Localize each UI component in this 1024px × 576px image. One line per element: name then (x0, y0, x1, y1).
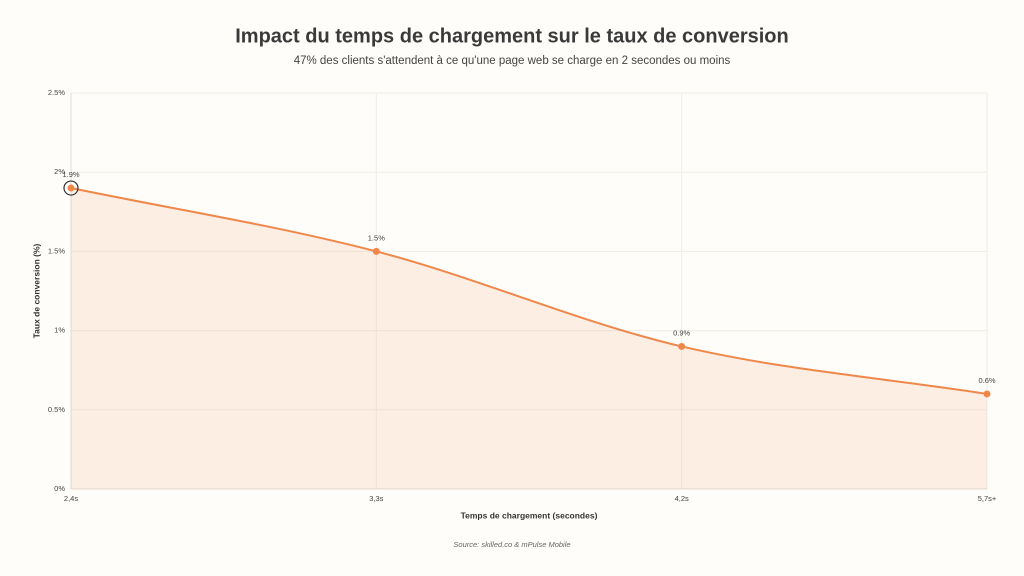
x-tick-label: 4,2s (675, 494, 689, 503)
x-tick-label: 5,7s+ (978, 494, 997, 503)
data-label: 0.6% (978, 376, 995, 385)
area (71, 188, 987, 490)
point (678, 342, 686, 350)
y-tick-label: 2% (54, 167, 65, 176)
y-tick-label: 1% (54, 326, 65, 335)
y-axis-title: Taux de conversion (%) (31, 243, 41, 338)
x-axis-title: Temps de chargement (secondes) (461, 510, 598, 520)
chart-title: Impact du temps de chargement sur le tau… (235, 25, 789, 47)
point (67, 184, 75, 192)
point (983, 390, 991, 398)
x-tick-label: 2,4s (64, 494, 78, 503)
hover-ring (63, 180, 79, 196)
chart-subtitle: 47% des clients s'attendent à ce qu'une … (294, 55, 731, 67)
source: Source: skilled.co & mPulse Mobile (453, 540, 570, 549)
data-label: 1.5% (368, 233, 385, 242)
y-tick-label: 0% (54, 484, 65, 493)
x-tick-label: 3,3s (369, 494, 383, 503)
data-label: 0.9% (673, 328, 690, 337)
y-tick-label: 0.5% (48, 405, 65, 414)
data-label: 1.9% (62, 170, 79, 179)
y-tick-label: 2.5% (48, 88, 65, 97)
line (70, 187, 988, 395)
point (372, 247, 380, 255)
y-tick-label: 1.5% (48, 246, 65, 255)
